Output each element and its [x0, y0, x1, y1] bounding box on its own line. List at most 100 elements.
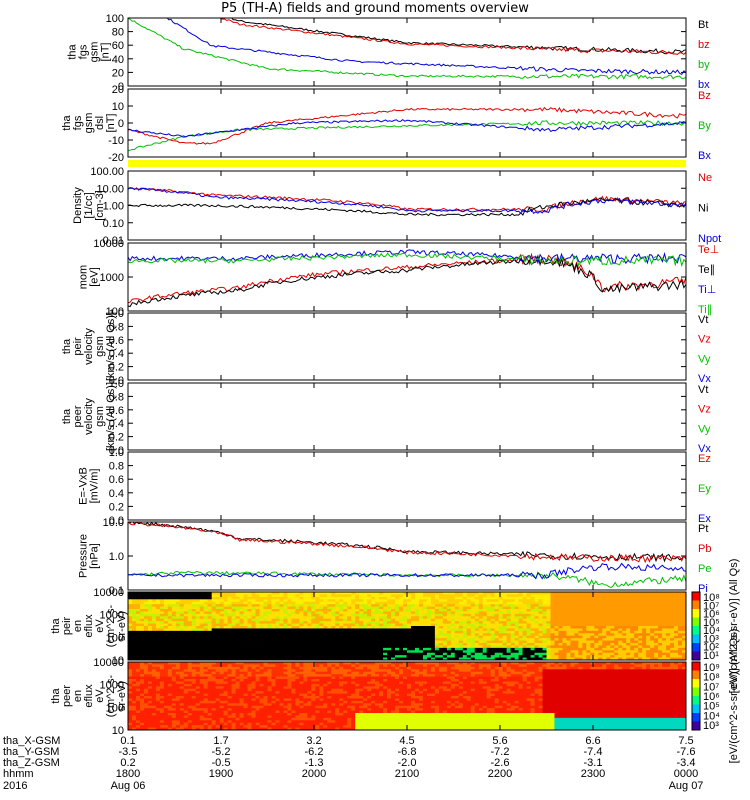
spectrogram-cell: [215, 681, 221, 685]
spectrogram-cell: [183, 592, 189, 595]
spectrogram-cell: [339, 647, 344, 651]
spectrogram-cell: [642, 635, 647, 639]
y-axis-label: fgs: [72, 115, 84, 130]
spectrogram-cell: [434, 647, 440, 651]
spectrogram-cell: [414, 638, 420, 641]
spectrogram-cell: [195, 713, 201, 716]
spectrogram-cell: [211, 662, 217, 665]
spectrogram-cell: [171, 679, 177, 682]
spectrogram-cell: [442, 650, 448, 654]
spectrogram-cell: [323, 599, 328, 603]
spectrogram-cell: [131, 703, 137, 707]
spectrogram-cell: [534, 618, 539, 622]
spectrogram-cell: [267, 606, 272, 610]
spectrogram-cell: [159, 691, 165, 694]
spectrogram-cell: [187, 720, 193, 724]
spectrogram-cell: [383, 635, 388, 639]
spectrogram-cell: [367, 599, 372, 603]
spectrogram-cell: [359, 604, 364, 607]
spectrogram-cell: [666, 645, 671, 649]
spectrogram-cell: [582, 609, 587, 612]
spectrogram-cell: [219, 713, 225, 716]
spectrogram-cell: [586, 655, 591, 658]
spectrogram-cell: [407, 633, 412, 637]
spectrogram-cell: [407, 630, 412, 634]
spectrogram-cell: [506, 640, 512, 644]
series-line-Ti∥: [128, 252, 686, 268]
spectrogram-cell: [502, 594, 508, 598]
spectrogram-cell: [538, 640, 543, 644]
spectrogram-cell: [534, 647, 539, 651]
spectrogram-cell: [446, 616, 452, 620]
spectrogram-cell: [622, 652, 627, 656]
y-tick-label: 20: [112, 84, 124, 96]
spectrogram-cell: [590, 601, 595, 605]
spectrogram-cell: [183, 596, 189, 600]
spectrogram-cell: [331, 599, 336, 603]
spectrogram-cell: [450, 611, 456, 615]
spectrogram-cell: [363, 655, 368, 658]
spectrogram-cell: [454, 633, 460, 637]
spectrogram-cell: [307, 601, 312, 605]
spectrogram-cell: [414, 645, 420, 649]
spectrogram-cell: [594, 645, 599, 649]
spectrogram-cell: [187, 727, 193, 731]
spectrogram-cell: [558, 606, 563, 610]
spectrogram-cell: [602, 630, 607, 634]
spectrogram-cell: [554, 640, 559, 644]
spectrogram-cell: [147, 616, 153, 620]
spectrogram-cell: [606, 606, 611, 610]
spectrogram-cell: [263, 616, 268, 620]
y-tick-label: 100.00: [90, 166, 124, 178]
spectrogram-cell: [239, 652, 244, 656]
spectrogram-cell: [219, 643, 225, 646]
spectrogram-cell: [355, 601, 360, 605]
spectrogram-cell: [375, 655, 380, 658]
spectrogram-cell: [239, 657, 244, 661]
spectrogram-cell: [658, 594, 663, 598]
spectrogram-cell: [243, 594, 248, 598]
spectrogram-cell: [434, 645, 440, 649]
spectrogram-cell: [171, 628, 177, 632]
spectrogram-cell: [147, 628, 153, 632]
spectrogram-cell: [594, 613, 599, 617]
spectrogram-cell: [327, 655, 332, 658]
spectrogram-cell: [470, 650, 476, 654]
spectrogram-cell: [135, 613, 141, 617]
spectrogram-cell: [159, 633, 165, 637]
spectrogram-cell: [642, 611, 647, 615]
spectrogram-cell: [414, 618, 420, 622]
spectrogram-cell: [590, 630, 595, 634]
spectrogram-cell: [422, 633, 428, 637]
spectrogram-cell: [247, 616, 252, 620]
spectrogram-cell: [682, 630, 687, 634]
spectrogram-cell: [203, 596, 209, 600]
spectrogram-cell: [295, 635, 300, 639]
spectrogram-cell: [430, 613, 436, 617]
spectrogram-cell: [598, 606, 603, 610]
spectrogram-cell: [550, 594, 555, 598]
spectrogram-cell: [159, 594, 165, 598]
spectrogram-cell: [363, 609, 368, 612]
spectrogram-cell: [558, 630, 563, 634]
spectrogram-cell: [183, 621, 189, 624]
y-tick-label: 0.0: [109, 445, 124, 457]
spectrogram-cell: [466, 599, 472, 603]
spectrogram-cell: [642, 596, 647, 600]
spectrogram-cell: [303, 628, 308, 632]
spectrogram-cell: [131, 635, 137, 639]
spectrogram-cell: [518, 599, 523, 603]
spectrogram-cell: [642, 606, 647, 610]
spectrogram-cell: [510, 630, 516, 634]
spectrogram-cell: [522, 643, 527, 646]
spectrogram-cell: [151, 671, 157, 675]
spectrogram-cell: [143, 715, 149, 719]
spectrogram-cell: [403, 638, 408, 641]
spectrogram-cell: [199, 599, 205, 603]
spectrogram-cell: [223, 606, 229, 610]
spectrogram-cell: [343, 611, 348, 615]
spectrogram-cell: [403, 604, 408, 607]
spectrogram-cell: [135, 609, 141, 612]
spectrogram-cell: [538, 643, 543, 646]
spectrogram-cell: [638, 596, 643, 600]
